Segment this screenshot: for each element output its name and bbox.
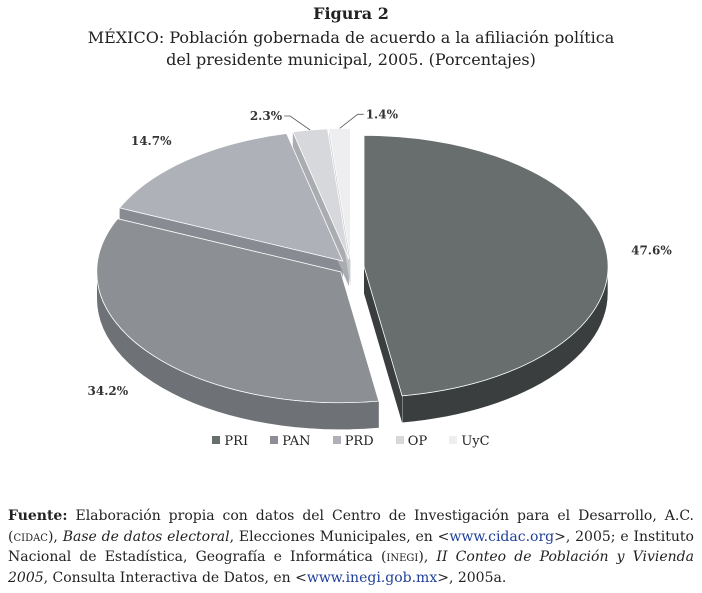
slice-pri (363, 134, 609, 397)
value-label-pan: 34.2% (88, 384, 129, 398)
source-text-1: Elaboración propia con datos del Centro … (8, 508, 694, 545)
source-text-11: , Consulta Interactiva de Datos, en < (43, 569, 307, 586)
leader-line-uyc (339, 113, 364, 129)
value-label-uyc: 1.4% (366, 107, 399, 121)
source-title-database: Base de datos electoral (62, 528, 230, 545)
leader-line-op (284, 115, 311, 131)
label-leader-lines (284, 113, 364, 131)
legend-label-pri: PRI (224, 434, 249, 449)
pie-chart: 47.6% 34.2% 14.7% 2.3% 1.4% (88, 107, 673, 430)
legend-label-pan: PAN (282, 434, 311, 449)
source-acronym-cidac: cidac (13, 528, 48, 545)
slice-prd (118, 133, 344, 262)
slice-uyc (328, 127, 351, 260)
value-label-prd: 14.7% (131, 134, 172, 148)
figure-title-line-1: MÉXICO: Población gobernada de acuerdo a… (87, 28, 615, 47)
figure-label: Figura 2 (313, 4, 389, 23)
source-label: Fuente: (8, 508, 68, 524)
figure-title: MÉXICO: Población gobernada de acuerdo a… (0, 27, 702, 71)
legend-item-op: OP (395, 434, 428, 449)
legend-label-op: OP (407, 434, 428, 449)
value-label-op: 2.3% (250, 109, 283, 123)
legend-swatch-pri (212, 436, 221, 444)
source-text-13: >, 2005a. (437, 569, 507, 586)
legend-label-prd: PRD (344, 434, 374, 449)
legend-swatch-pan (270, 436, 279, 444)
source-acronym-inegi: inegi (386, 549, 419, 565)
legend-item-prd: PRD (332, 434, 374, 449)
source-text-7: >, 2005; e Instituto Nacional de Estadís… (8, 528, 694, 566)
source-text-9: ), (418, 549, 437, 565)
value-label-pri: 47.6% (631, 244, 672, 258)
legend-swatch-uyc (449, 436, 458, 444)
slice-pan (96, 218, 380, 404)
source-note: Fuente: Elaboración propia con datos del… (8, 506, 694, 588)
source-text-3: ), (47, 528, 63, 545)
slice-cut-pri-1 (364, 266, 403, 423)
legend-label-uyc: UyC (461, 434, 490, 449)
pie-tops (96, 127, 609, 404)
cidac-link[interactable]: www.cidac.org (449, 528, 555, 545)
value-labels: 47.6% 34.2% 14.7% 2.3% 1.4% (88, 107, 673, 398)
legend-item-pri: PRI (212, 434, 248, 449)
source-title-conteo: II Conteo de Población y Vivienda 2005 (8, 549, 694, 586)
legend-item-pan: PAN (270, 434, 311, 449)
legend-item-uyc: UyC (449, 434, 490, 449)
inegi-link[interactable]: www.inegi.gob.mx (306, 569, 438, 586)
source-text-5: , Elecciones Municipales, en < (229, 528, 450, 545)
figure-title-line-2: del presidente municipal, 2005. (Porcent… (166, 50, 536, 69)
legend-swatch-op (395, 436, 404, 444)
chart-legend: PRI PAN PRD OP UyC (0, 434, 702, 449)
legend-swatch-prd (332, 436, 341, 444)
